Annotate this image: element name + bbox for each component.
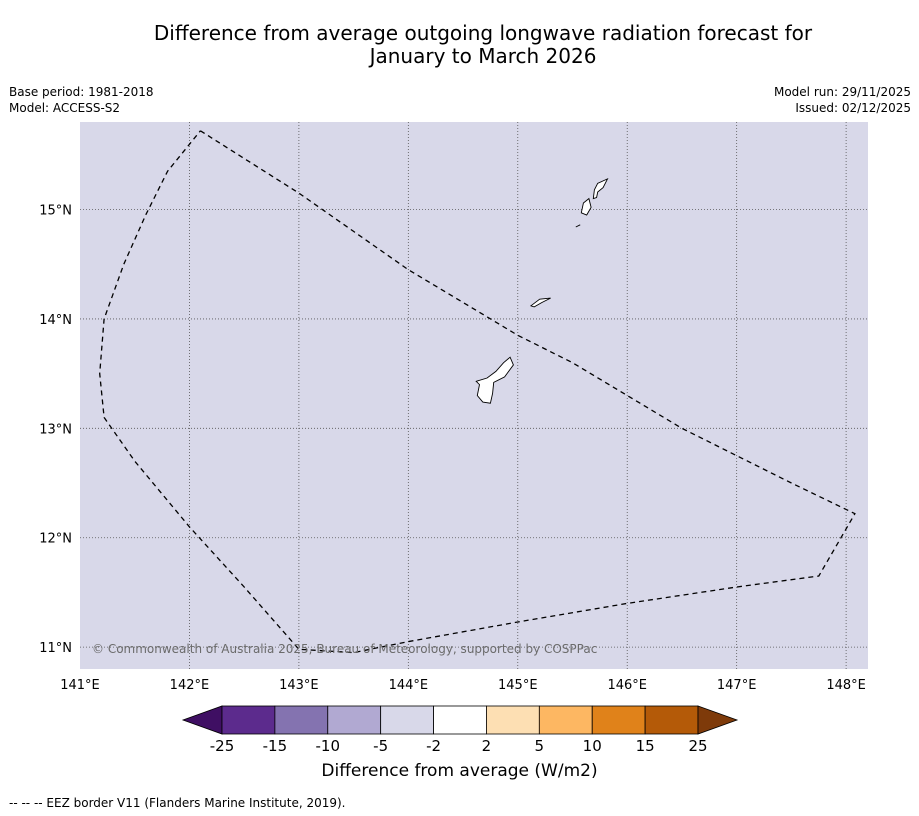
colorbar-segment bbox=[591, 705, 646, 735]
colorbar-tick-label: 5 bbox=[535, 737, 545, 755]
base-period: Base period: 1981-2018 bbox=[9, 85, 154, 99]
colorbar-segment bbox=[380, 705, 434, 735]
model-name: Model: ACCESS-S2 bbox=[9, 101, 121, 115]
copyright-text: © Commonwealth of Australia 2025, Bureau… bbox=[92, 642, 597, 656]
lat-tick-label: 15°N bbox=[39, 204, 72, 219]
colorbar-tick-label: -5 bbox=[373, 737, 388, 755]
map-field bbox=[80, 122, 868, 669]
colorbar-tick-label: -2 bbox=[426, 737, 441, 755]
colorbar-tick-label: -25 bbox=[210, 737, 235, 755]
lon-tick-label: 141°E bbox=[60, 678, 100, 693]
colorbar-extend-high bbox=[697, 705, 739, 735]
chart-title: Difference from average outgoing longwav… bbox=[0, 22, 919, 68]
lon-tick-label: 146°E bbox=[607, 678, 647, 693]
colorbar-segment bbox=[433, 705, 487, 735]
title-line-1: Difference from average outgoing longwav… bbox=[153, 21, 813, 45]
colorbar-segment bbox=[221, 705, 276, 735]
lat-tick-label: 11°N bbox=[39, 641, 72, 656]
lon-tick-label: 145°E bbox=[498, 678, 538, 693]
island-rota bbox=[529, 297, 551, 308]
title-line-2: January to March 2026 bbox=[369, 44, 597, 68]
island-guam bbox=[475, 356, 514, 404]
island-tinian bbox=[580, 197, 592, 216]
colorbar-segment bbox=[327, 705, 382, 735]
island-aguijan bbox=[575, 224, 581, 228]
meta-right: Model run: 29/11/2025 Issued: 02/12/2025 bbox=[774, 84, 911, 116]
colorbar-label: Difference from average (W/m2) bbox=[321, 761, 598, 781]
model-run: Model run: 29/11/2025 bbox=[773, 85, 911, 99]
axis-ticks: 141°E 142°E 143°E 144°E 145°E 146°E 147°E 148°E… bbox=[39, 204, 866, 693]
lon-tick-label: 142°E bbox=[170, 678, 210, 693]
colorbar-tick-label: 15 bbox=[636, 737, 655, 755]
colorbar-tick-label: 2 bbox=[482, 737, 492, 755]
islands bbox=[475, 177, 609, 404]
colorbar-segment bbox=[486, 705, 540, 735]
colorbar-tick-label: 10 bbox=[583, 737, 602, 755]
issued-date: Issued: 02/12/2025 bbox=[795, 101, 911, 115]
lon-tick-label: 147°E bbox=[717, 678, 757, 693]
lat-tick-label: 12°N bbox=[39, 532, 72, 547]
meta-left: Base period: 1981-2018 Model: ACCESS-S2 bbox=[9, 84, 154, 116]
colorbar-tick-label: 25 bbox=[688, 737, 707, 755]
eez-border bbox=[99, 130, 856, 654]
lat-tick-label: 14°N bbox=[39, 313, 72, 328]
footnote: -- -- -- EEZ border V11 (Flanders Marine… bbox=[9, 796, 346, 810]
lon-tick-label: 144°E bbox=[389, 678, 429, 693]
colorbar-segment bbox=[538, 705, 593, 735]
colorbar-segment bbox=[644, 705, 699, 735]
colorbar-tick-label: -15 bbox=[263, 737, 288, 755]
island-saipan bbox=[592, 177, 609, 200]
colorbar: -25 -15 -10 -5 -2 2 5 10 15 25 bbox=[181, 705, 739, 755]
colorbar-segment bbox=[274, 705, 329, 735]
lon-tick-label: 148°E bbox=[826, 678, 866, 693]
gridlines bbox=[80, 122, 868, 669]
lat-tick-label: 13°N bbox=[39, 422, 72, 437]
lon-tick-label: 143°E bbox=[279, 678, 319, 693]
colorbar-tick-label: -10 bbox=[316, 737, 341, 755]
colorbar-extend-low bbox=[181, 705, 223, 735]
